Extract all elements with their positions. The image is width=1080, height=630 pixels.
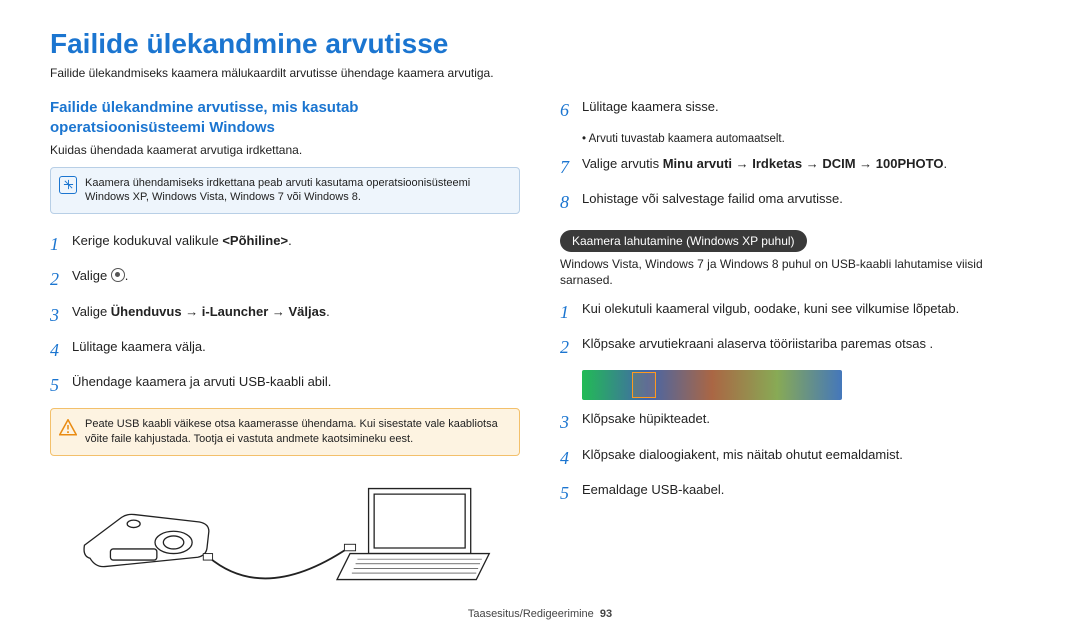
footer-text: Taasesitus/Redigeerimine (468, 608, 594, 620)
step-text: Valige arvutis Minu arvuti → Irdketas → … (582, 155, 1030, 173)
page-title: Failide ülekandmine arvutisse (50, 28, 1030, 60)
left-step-item: 2Valige . (50, 267, 520, 292)
columns: Failide ülekandmine arvutisse, mis kasut… (50, 98, 1030, 600)
section-heading-line1: Failide ülekandmine arvutisse, mis kasut… (50, 99, 358, 116)
step-number: 4 (50, 338, 72, 363)
right-step-a-item: 8Lohistage või salvestage failid oma arv… (560, 190, 1030, 215)
note-text: Kaamera ühendamiseks irdkettana peab arv… (85, 177, 470, 204)
right-step-b-item: 3Klõpsake hüpikteadet. (560, 410, 1030, 435)
left-steps: 1Kerige kodukuval valikule <Põhiline>.2V… (50, 232, 520, 398)
step-number: 1 (50, 232, 72, 257)
right-step-b-item: 5Eemaldage USB-kaabel. (560, 481, 1030, 506)
left-step-item: 3Valige Ühenduvus → i-Launcher → Väljas. (50, 303, 520, 328)
step-number: 6 (560, 98, 582, 123)
step-number: 4 (560, 446, 582, 471)
step-number: 3 (50, 303, 72, 328)
page-footer: Taasesitus/Redigeerimine 93 (0, 608, 1080, 620)
step-bold: <Põhiline> (222, 233, 288, 248)
right-step-a-item: 6Lülitage kaamera sisse. (560, 98, 1030, 123)
step-text: Lohistage või salvestage failid oma arvu… (582, 190, 1030, 208)
left-step-item: 1Kerige kodukuval valikule <Põhiline>. (50, 232, 520, 257)
step-text: Lülitage kaamera välja. (72, 338, 520, 356)
step-number: 2 (50, 267, 72, 292)
warning-text: Peate USB kaabli väikese otsa kaamerasse… (85, 418, 498, 445)
step-number: 5 (560, 481, 582, 506)
step-text: Eemaldage USB-kaabel. (582, 481, 1030, 499)
step-text: Kerige kodukuval valikule <Põhiline>. (72, 232, 520, 250)
step-number: 5 (50, 373, 72, 398)
page-number: 93 (600, 608, 612, 620)
step-text: Klõpsake arvutiekraani alaserva tööriist… (582, 335, 1030, 353)
step-text: Kui olekutuli kaameral vilgub, oodake, k… (582, 300, 1030, 318)
step-text: Valige Ühenduvus → i-Launcher → Väljas. (72, 303, 520, 321)
section-heading: Failide ülekandmine arvutisse, mis kasut… (50, 98, 520, 139)
right-column: 6Lülitage kaamera sisse. • Arvuti tuvasta… (560, 98, 1030, 600)
step-subbullet: • Arvuti tuvastab kaamera automaatselt. (582, 133, 1030, 145)
section-heading-line2: operatsioonisüsteemi Windows (50, 119, 275, 136)
pill-label: Kaamera lahutamine (Windows XP puhul) (560, 230, 807, 252)
taskbar-screenshot (582, 370, 842, 400)
step-number: 3 (560, 410, 582, 435)
note-box: Kaamera ühendamiseks irdkettana peab arv… (50, 167, 520, 215)
page: Failide ülekandmine arvutisse Failide ül… (0, 0, 1080, 630)
note-icon (59, 176, 77, 194)
step-number: 8 (560, 190, 582, 215)
menu-icon (111, 268, 125, 282)
right-step-a-item: 7Valige arvutis Minu arvuti → Irdketas →… (560, 155, 1030, 180)
right-steps-a: 6Lülitage kaamera sisse. • Arvuti tuvasta… (560, 98, 1030, 216)
left-step-item: 4Lülitage kaamera välja. (50, 338, 520, 363)
pill-heading: Kaamera lahutamine (Windows XP puhul) (560, 226, 1030, 256)
step-number: 1 (560, 300, 582, 325)
step-text: Klõpsake dialoogiakent, mis näitab ohutu… (582, 446, 1030, 464)
step-number: 7 (560, 155, 582, 180)
right-steps-b: 1Kui olekutuli kaameral vilgub, oodake, … (560, 300, 1030, 506)
intro-text: Failide ülekandmiseks kaamera mälukaardi… (50, 66, 1030, 80)
step-bold: Minu arvuti → Irdketas → DCIM → 100PHOTO (663, 156, 944, 171)
step-text: Lülitage kaamera sisse. (582, 98, 1030, 116)
step-text: Valige . (72, 267, 520, 285)
step-bold: Ühenduvus → i-Launcher → Väljas (111, 304, 326, 319)
pill-text: Windows Vista, Windows 7 ja Windows 8 pu… (560, 256, 1030, 288)
warning-box: Peate USB kaabli väikese otsa kaamerasse… (50, 408, 520, 456)
step-text: Klõpsake hüpikteadet. (582, 410, 1030, 428)
left-step-item: 5Ühendage kaamera ja arvuti USB-kaabli a… (50, 373, 520, 398)
right-step-b-item: 4Klõpsake dialoogiakent, mis näitab ohut… (560, 446, 1030, 471)
right-step-b-item: 1Kui olekutuli kaameral vilgub, oodake, … (560, 300, 1030, 325)
camera-laptop-illustration (50, 470, 520, 600)
right-step-b-item: 2Klõpsake arvutiekraani alaserva tööriis… (560, 335, 1030, 360)
step-number: 2 (560, 335, 582, 360)
warning-icon (59, 419, 77, 435)
section-sub: Kuidas ühendada kaamerat arvutiga irdket… (50, 143, 520, 157)
step-text: Ühendage kaamera ja arvuti USB-kaabli ab… (72, 373, 520, 391)
left-column: Failide ülekandmine arvutisse, mis kasut… (50, 98, 520, 600)
